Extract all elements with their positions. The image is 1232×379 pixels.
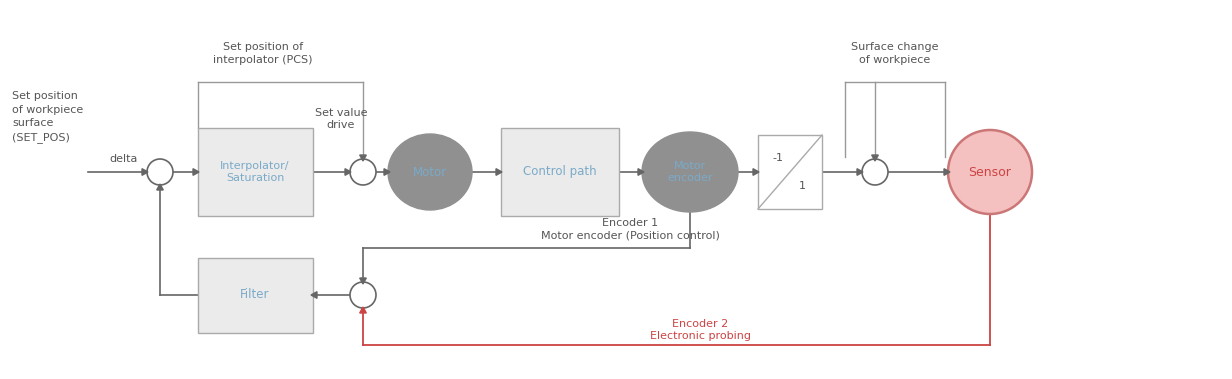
Text: Interpolator/
Saturation: Interpolator/ Saturation [221,161,290,183]
Text: delta: delta [110,154,138,164]
Ellipse shape [642,132,738,212]
Polygon shape [360,278,366,284]
Circle shape [862,159,888,185]
Polygon shape [638,169,644,175]
Text: Surface change
of workpiece: Surface change of workpiece [851,42,939,65]
Text: Set value
drive: Set value drive [314,108,367,130]
Polygon shape [753,169,759,175]
Text: Sensor: Sensor [968,166,1011,179]
Polygon shape [310,292,317,298]
Text: Encoder 1
Motor encoder (Position control): Encoder 1 Motor encoder (Position contro… [541,218,719,240]
Text: -1: -1 [772,153,784,163]
Text: Encoder 2
Electronic probing: Encoder 2 Electronic probing [649,319,750,341]
Text: Control path: Control path [524,166,596,179]
Bar [758,135,822,209]
Circle shape [350,282,376,308]
Ellipse shape [388,134,472,210]
Bar [501,128,618,216]
Text: Motor: Motor [413,166,447,179]
Text: Set position of
interpolator (PCS): Set position of interpolator (PCS) [213,42,313,65]
Polygon shape [944,169,950,175]
Polygon shape [345,169,351,175]
Circle shape [350,159,376,185]
Bar [197,257,313,332]
Text: Motor
encoder: Motor encoder [668,161,713,183]
Text: Set position
of workpiece
surface
(SET_POS): Set position of workpiece surface (SET_P… [12,91,84,143]
Bar [197,128,313,216]
Polygon shape [384,169,391,175]
Text: 1: 1 [798,181,806,191]
Polygon shape [857,169,862,175]
Circle shape [147,159,172,185]
Polygon shape [872,155,878,161]
Polygon shape [360,307,366,313]
Polygon shape [142,169,148,175]
Polygon shape [193,169,200,175]
Polygon shape [360,155,366,161]
Circle shape [947,130,1032,214]
Polygon shape [156,184,164,190]
Polygon shape [496,169,501,175]
Text: Filter: Filter [240,288,270,302]
